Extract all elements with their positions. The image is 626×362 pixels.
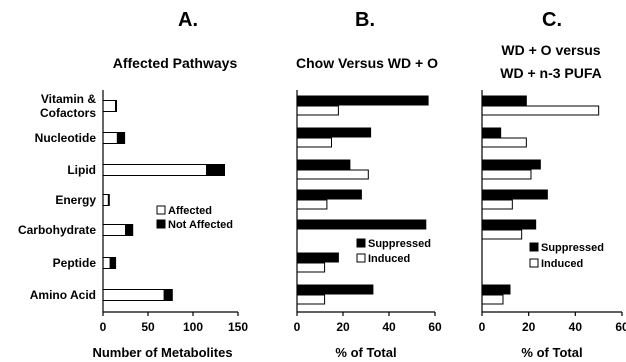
bar-suppressed: [481, 127, 502, 138]
category-label: Cofactors: [40, 106, 96, 120]
bar-affected: [102, 164, 207, 176]
bar-not-affected: [109, 257, 117, 269]
bar-affected: [102, 132, 118, 144]
legend-swatch: [529, 258, 539, 268]
legend: Suppressed Induced: [529, 242, 604, 270]
bar-not-affected: [125, 224, 134, 236]
panel-letter: A.: [178, 9, 198, 31]
legend-swatch: [356, 238, 366, 248]
legend-label: Induced: [368, 253, 410, 265]
bar-induced: [296, 105, 339, 116]
bar-affected: [102, 100, 117, 112]
bar-induced: [296, 262, 326, 273]
chart-title: WD + O versus: [501, 42, 600, 58]
x-tick-label: 20: [336, 320, 350, 334]
bar-suppressed: [481, 219, 537, 230]
chart-title: Chow Versus WD + O: [296, 55, 438, 71]
x-axis-label: % of Total: [521, 345, 582, 360]
legend-label: Suppressed: [368, 238, 431, 250]
x-tick-label: 100: [183, 320, 203, 334]
bar-not-affected: [116, 132, 126, 144]
panel-letter: C.: [542, 9, 562, 31]
bar-induced: [296, 169, 369, 180]
bar-affected: [102, 224, 126, 236]
bar-suppressed: [296, 95, 429, 106]
legend: Suppressed Induced: [356, 238, 431, 265]
chart-panel-b: B. Chow Versus WD + O 0 20 40 60 % of Total Sup…: [294, 9, 442, 360]
bar-affected: [102, 289, 165, 301]
legend: Affected Not Affected: [156, 205, 233, 231]
panel-letter: B.: [355, 9, 375, 31]
x-axis-label: Number of Metabolites: [92, 345, 232, 360]
legend-label: Suppressed: [541, 242, 604, 254]
bar-induced: [481, 137, 527, 148]
x-tick-label: 40: [569, 320, 583, 334]
category-label: Nucleotide: [35, 131, 97, 145]
bar-suppressed: [296, 219, 427, 230]
bar-induced: [296, 137, 332, 148]
category-label: Energy: [55, 193, 96, 207]
x-tick-label: 20: [522, 320, 536, 334]
x-tick-label: 40: [382, 320, 396, 334]
bar-induced: [481, 199, 513, 210]
x-axis-label: % of Total: [335, 345, 396, 360]
x-tick-label: 0: [479, 320, 486, 334]
category-label: Carbohydrate: [18, 223, 96, 237]
chart-panel-a: A. Affected Pathways 0 50 100 150 Number of Me…: [92, 9, 248, 360]
legend-swatch: [156, 219, 166, 229]
x-tick-label: 60: [428, 320, 442, 334]
category-label: Vitamin &: [41, 92, 96, 106]
bar-suppressed: [481, 189, 548, 200]
x-tick-label: 0: [100, 320, 107, 334]
bar-not-affected: [107, 194, 110, 206]
category-label: Peptide: [53, 256, 97, 270]
x-tick-label: 60: [615, 320, 626, 334]
legend-swatch: [156, 205, 166, 215]
legend-swatch: [356, 253, 366, 263]
category-label: Lipid: [67, 163, 96, 177]
bar-not-affected: [163, 289, 173, 301]
chart-title: Affected Pathways: [113, 55, 238, 71]
bar-suppressed: [296, 284, 374, 295]
bar-affected: [102, 257, 111, 269]
bar-induced: [296, 199, 328, 210]
bar-suppressed: [481, 159, 541, 170]
chart-panel-c: C. WD + O versus WD + n-3 PUFA 0 20 40 60 % of …: [479, 9, 626, 360]
bar-suppressed: [296, 127, 372, 138]
bar-not-affected: [206, 164, 225, 176]
legend-label: Not Affected: [168, 219, 233, 231]
bar-suppressed: [296, 252, 339, 263]
bar-induced: [481, 229, 523, 240]
bar-not-affected: [115, 100, 117, 112]
legend-swatch: [529, 242, 539, 252]
category-label: Amino Acid: [30, 288, 96, 302]
bar-induced: [481, 294, 504, 305]
bar-suppressed: [481, 95, 527, 106]
bar-affected: [102, 194, 109, 206]
legend-label: Induced: [541, 258, 583, 270]
x-tick-label: 150: [228, 320, 248, 334]
bar-suppressed: [296, 189, 362, 200]
bar-induced: [481, 105, 600, 116]
bar-suppressed: [296, 159, 351, 170]
bar-induced: [481, 169, 532, 180]
bar-suppressed: [481, 284, 511, 295]
legend-label: Affected: [168, 205, 212, 217]
category-labels: Vitamin &Cofactors Nucleotide Lipid Energy C…: [18, 92, 96, 302]
chart-title: WD + n-3 PUFA: [500, 65, 602, 81]
x-tick-label: 0: [294, 320, 301, 334]
x-tick-label: 50: [141, 320, 155, 334]
bar-induced: [296, 294, 326, 305]
